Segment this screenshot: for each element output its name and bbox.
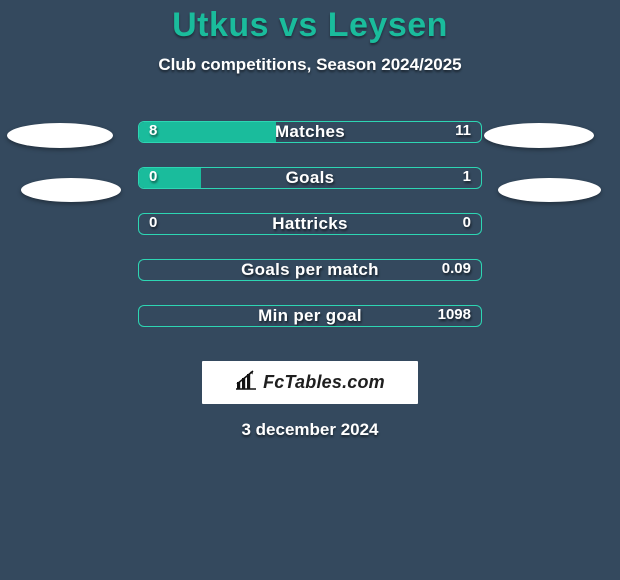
stat-value-left: 8	[149, 122, 157, 139]
stat-row: 0 0Hattricks	[0, 201, 620, 247]
stat-bar-track: 0 0Hattricks	[138, 213, 482, 235]
player-ellipse	[498, 178, 601, 202]
brand-text: FcTables.com	[263, 372, 385, 393]
page-title: Utkus vs Leysen	[0, 6, 620, 45]
stat-value-right: 1098	[438, 306, 471, 323]
stat-value-left: 0	[149, 214, 157, 231]
stat-row: 0.09Goals per match	[0, 247, 620, 293]
player-ellipse	[484, 123, 594, 148]
stat-bar-track: 1098Min per goal	[138, 305, 482, 327]
stat-label: Min per goal	[139, 306, 481, 326]
stat-value-right: 0	[463, 214, 471, 231]
stat-bar-track: 01Goals	[138, 167, 482, 189]
date-label: 3 december 2024	[0, 420, 620, 440]
stat-label: Goals per match	[139, 260, 481, 280]
brand-box: FcTables.com	[202, 361, 418, 404]
stat-row: 1098Min per goal	[0, 293, 620, 339]
comparison-widget: Utkus vs Leysen Club competitions, Seaso…	[0, 0, 620, 440]
player-ellipse	[7, 123, 113, 148]
stat-value-right: 1	[463, 168, 471, 185]
stat-label: Hattricks	[139, 214, 481, 234]
bar-chart-icon	[235, 370, 257, 395]
stat-value-left: 0	[149, 168, 157, 185]
stat-bar-track: 811Matches	[138, 121, 482, 143]
page-subtitle: Club competitions, Season 2024/2025	[0, 55, 620, 75]
stat-bar-left	[139, 122, 276, 142]
stat-bar-track: 0.09Goals per match	[138, 259, 482, 281]
stat-value-right: 0.09	[442, 260, 471, 277]
stat-value-right: 11	[455, 122, 471, 139]
player-ellipse	[21, 178, 121, 202]
